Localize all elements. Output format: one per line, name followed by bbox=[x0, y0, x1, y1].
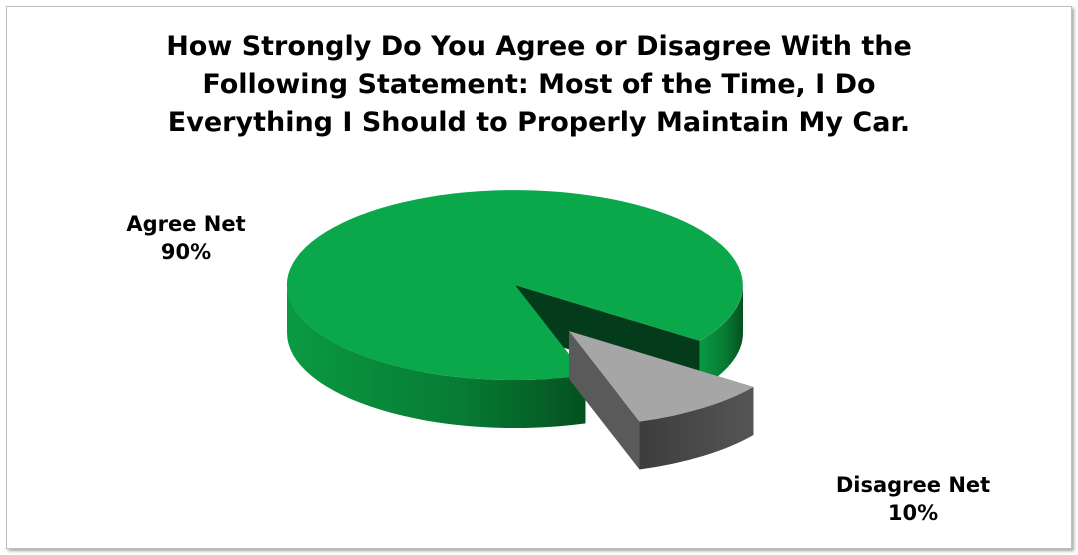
slice-value-agree: 90% bbox=[160, 240, 212, 264]
slice-name-agree: Agree Net bbox=[126, 212, 246, 236]
slice-disagree-side-0 bbox=[639, 387, 754, 470]
slice-label-disagree: Disagree Net 10% bbox=[808, 471, 1018, 527]
slice-agree-side-1 bbox=[699, 285, 743, 389]
slice-value-disagree: 10% bbox=[887, 501, 939, 525]
slice-label-agree: Agree Net 90% bbox=[96, 210, 276, 266]
slice-disagree-top bbox=[569, 331, 754, 422]
slice-agree-side-0 bbox=[286, 285, 586, 429]
chart-title: How Strongly Do You Agree or Disagree Wi… bbox=[166, 31, 912, 138]
slice-name-disagree: Disagree Net bbox=[835, 473, 991, 497]
slice-agree-top bbox=[286, 190, 743, 381]
slice-disagree-cut-face-1 bbox=[569, 331, 640, 470]
